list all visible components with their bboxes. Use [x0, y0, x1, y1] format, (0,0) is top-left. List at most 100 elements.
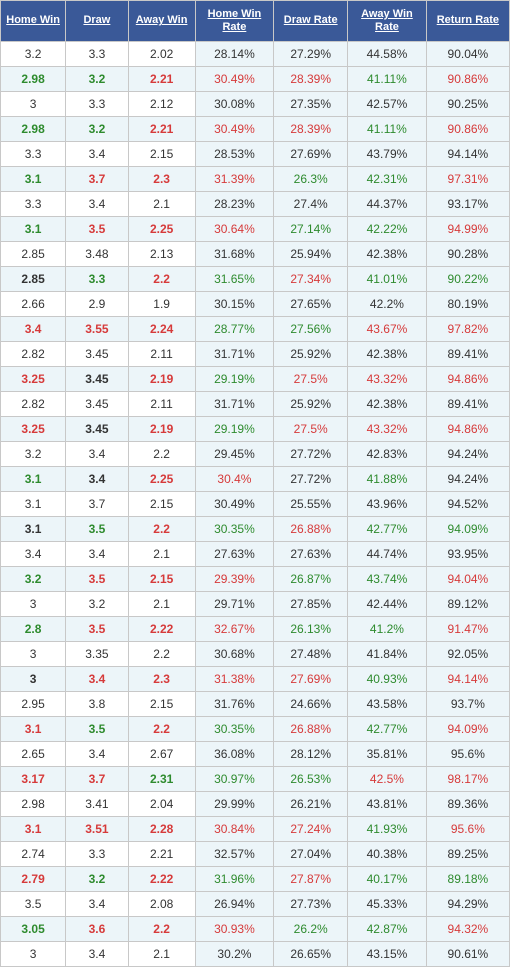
- cell-returnRate: 90.86%: [426, 117, 509, 142]
- cell-awayWin: 2.22: [128, 617, 195, 642]
- cell-awayWin: 2.15: [128, 492, 195, 517]
- cell-homeWin: 3.1: [1, 717, 66, 742]
- cell-draw: 3.5: [66, 517, 128, 542]
- cell-draw: 3.4: [66, 192, 128, 217]
- table-row: 3.173.72.3130.97%26.53%42.5%98.17%: [1, 767, 510, 792]
- cell-awayWin: 2.1: [128, 192, 195, 217]
- cell-draw: 3.7: [66, 767, 128, 792]
- cell-homeWin: 3.1: [1, 517, 66, 542]
- cell-returnRate: 90.28%: [426, 242, 509, 267]
- cell-awayWinRate: 43.58%: [348, 692, 427, 717]
- cell-draw: 3.4: [66, 892, 128, 917]
- cell-homeWinRate: 28.23%: [195, 192, 274, 217]
- cell-drawRate: 27.56%: [274, 317, 348, 342]
- cell-drawRate: 27.14%: [274, 217, 348, 242]
- cell-returnRate: 94.86%: [426, 367, 509, 392]
- cell-awayWinRate: 44.58%: [348, 42, 427, 67]
- cell-homeWinRate: 28.53%: [195, 142, 274, 167]
- cell-homeWinRate: 29.71%: [195, 592, 274, 617]
- cell-returnRate: 89.41%: [426, 392, 509, 417]
- cell-awayWin: 2.15: [128, 692, 195, 717]
- cell-awayWin: 2.24: [128, 317, 195, 342]
- cell-awayWin: 2.22: [128, 867, 195, 892]
- cell-awayWinRate: 43.32%: [348, 367, 427, 392]
- cell-draw: 3.3: [66, 42, 128, 67]
- table-row: 33.42.331.38%27.69%40.93%94.14%: [1, 667, 510, 692]
- cell-homeWin: 2.65: [1, 742, 66, 767]
- cell-homeWinRate: 27.63%: [195, 542, 274, 567]
- table-row: 33.42.130.2%26.65%43.15%90.61%: [1, 942, 510, 967]
- cell-draw: 3.45: [66, 392, 128, 417]
- cell-drawRate: 26.2%: [274, 917, 348, 942]
- cell-draw: 3.4: [66, 667, 128, 692]
- cell-homeWinRate: 28.77%: [195, 317, 274, 342]
- cell-draw: 3.5: [66, 717, 128, 742]
- cell-homeWin: 3: [1, 642, 66, 667]
- cell-drawRate: 27.5%: [274, 367, 348, 392]
- cell-homeWinRate: 30.15%: [195, 292, 274, 317]
- table-row: 2.793.22.2231.96%27.87%40.17%89.18%: [1, 867, 510, 892]
- cell-awayWin: 2.11: [128, 342, 195, 367]
- cell-homeWinRate: 31.96%: [195, 867, 274, 892]
- cell-homeWin: 3: [1, 667, 66, 692]
- cell-draw: 3.41: [66, 792, 128, 817]
- cell-returnRate: 90.22%: [426, 267, 509, 292]
- header-drawRate[interactable]: Draw Rate: [274, 1, 348, 42]
- header-awayWinRate[interactable]: Away Win Rate: [348, 1, 427, 42]
- cell-draw: 3.4: [66, 942, 128, 967]
- cell-homeWin: 3.1: [1, 492, 66, 517]
- table-row: 33.32.1230.08%27.35%42.57%90.25%: [1, 92, 510, 117]
- cell-draw: 3.4: [66, 742, 128, 767]
- cell-returnRate: 94.14%: [426, 667, 509, 692]
- cell-awayWin: 1.9: [128, 292, 195, 317]
- cell-draw: 3.45: [66, 367, 128, 392]
- cell-draw: 3.45: [66, 417, 128, 442]
- header-returnRate[interactable]: Return Rate: [426, 1, 509, 42]
- table-body: 3.23.32.0228.14%27.29%44.58%90.04%2.983.…: [1, 42, 510, 967]
- cell-drawRate: 26.88%: [274, 517, 348, 542]
- cell-awayWinRate: 42.57%: [348, 92, 427, 117]
- cell-awayWinRate: 42.77%: [348, 717, 427, 742]
- cell-awayWinRate: 44.74%: [348, 542, 427, 567]
- table-row: 33.22.129.71%27.85%42.44%89.12%: [1, 592, 510, 617]
- cell-homeWinRate: 30.4%: [195, 467, 274, 492]
- cell-awayWinRate: 41.93%: [348, 817, 427, 842]
- header-homeWinRate[interactable]: Home Win Rate: [195, 1, 274, 42]
- cell-homeWinRate: 30.64%: [195, 217, 274, 242]
- header-draw[interactable]: Draw: [66, 1, 128, 42]
- cell-awayWin: 2.19: [128, 367, 195, 392]
- cell-returnRate: 97.82%: [426, 317, 509, 342]
- cell-awayWin: 2.21: [128, 842, 195, 867]
- cell-awayWin: 2.11: [128, 392, 195, 417]
- cell-homeWinRate: 29.45%: [195, 442, 274, 467]
- table-row: 2.853.482.1331.68%25.94%42.38%90.28%: [1, 242, 510, 267]
- cell-draw: 3.2: [66, 117, 128, 142]
- cell-drawRate: 27.29%: [274, 42, 348, 67]
- cell-draw: 3.51: [66, 817, 128, 842]
- odds-table-container: Home WinDrawAway WinHome Win RateDraw Ra…: [0, 0, 510, 967]
- cell-returnRate: 94.32%: [426, 917, 509, 942]
- cell-homeWin: 3.1: [1, 467, 66, 492]
- cell-drawRate: 27.69%: [274, 667, 348, 692]
- cell-awayWin: 2.21: [128, 67, 195, 92]
- cell-drawRate: 27.34%: [274, 267, 348, 292]
- cell-draw: 3.4: [66, 467, 128, 492]
- table-row: 2.853.32.231.65%27.34%41.01%90.22%: [1, 267, 510, 292]
- cell-awayWin: 2.02: [128, 42, 195, 67]
- cell-homeWinRate: 30.49%: [195, 117, 274, 142]
- cell-draw: 3.5: [66, 617, 128, 642]
- cell-homeWin: 3: [1, 592, 66, 617]
- cell-awayWinRate: 43.81%: [348, 792, 427, 817]
- cell-draw: 3.7: [66, 492, 128, 517]
- cell-drawRate: 27.35%: [274, 92, 348, 117]
- cell-returnRate: 92.05%: [426, 642, 509, 667]
- table-row: 2.653.42.6736.08%28.12%35.81%95.6%: [1, 742, 510, 767]
- cell-draw: 3.4: [66, 442, 128, 467]
- header-awayWin[interactable]: Away Win: [128, 1, 195, 42]
- cell-returnRate: 90.86%: [426, 67, 509, 92]
- cell-homeWin: 2.95: [1, 692, 66, 717]
- cell-homeWinRate: 30.49%: [195, 492, 274, 517]
- cell-awayWin: 2.2: [128, 642, 195, 667]
- cell-drawRate: 27.73%: [274, 892, 348, 917]
- header-homeWin[interactable]: Home Win: [1, 1, 66, 42]
